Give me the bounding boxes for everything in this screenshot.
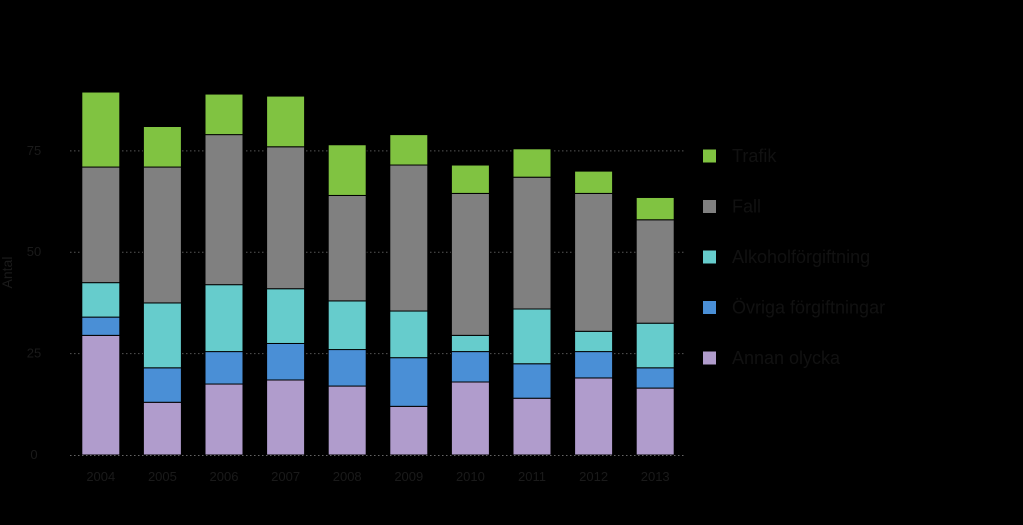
bar-2011-series-3 (512, 176, 552, 310)
bar-2008-series-2 (327, 300, 367, 351)
bar-2004-series-2 (81, 282, 121, 318)
bar-2012-series-1 (574, 351, 614, 379)
bar-2005-series-0 (142, 401, 182, 456)
bar-2011-series-2 (512, 308, 552, 365)
bar-2006-series-3 (204, 134, 244, 286)
bar-2010-series-2 (450, 334, 490, 353)
bar-2005-series-2 (142, 302, 182, 369)
bar-2009-series-4 (389, 134, 429, 166)
bar-2005-series-1 (142, 367, 182, 403)
bar-2012-series-2 (574, 330, 614, 353)
bar-2011-series-1 (512, 363, 552, 399)
legend-label-1: Fall (732, 197, 761, 217)
legend-label-2: Alkoholförgiftning (732, 247, 870, 267)
bar-2013-series-3 (635, 219, 675, 324)
bar-2013-series-1 (635, 367, 675, 389)
x-tick-label-2011: 2011 (518, 469, 546, 484)
y-axis-title: Antal (0, 257, 15, 289)
bar-2008-series-3 (327, 194, 367, 302)
legend: Trafik Fall Alkoholförgiftning Övriga förgi… (703, 146, 885, 368)
x-tick-label-2013: 2013 (641, 469, 670, 484)
legend-swatch-3 (703, 301, 716, 314)
legend-label-4: Annan olycka (732, 348, 841, 368)
bar-2009-series-3 (389, 164, 429, 312)
bar-2012-series-3 (574, 192, 614, 332)
bar-2012-series-0 (574, 377, 614, 456)
legend-swatch-2 (703, 250, 716, 264)
legend-label-0: Trafik (732, 146, 777, 166)
bar-2010-series-1 (450, 351, 490, 383)
bar-2006-series-1 (204, 351, 244, 385)
bar-2009-series-0 (389, 405, 429, 456)
x-tick-label-2012: 2012 (579, 469, 608, 484)
bar-2013-series-4 (635, 196, 675, 221)
bar-2005-series-4 (142, 126, 182, 168)
bar-2004-series-1 (81, 316, 121, 336)
bar-2008-series-0 (327, 385, 367, 456)
y-tick-label-50: 50 (27, 244, 41, 259)
bar-2004-series-0 (81, 334, 121, 456)
bar-2007-series-0 (266, 379, 306, 456)
bar-2010-series-3 (450, 192, 490, 336)
bar-2008-series-1 (327, 349, 367, 387)
bar-2007-series-1 (266, 342, 306, 381)
x-tick-label-2009: 2009 (394, 469, 423, 484)
bar-2010-series-4 (450, 164, 490, 194)
bar-2006-series-0 (204, 383, 244, 456)
bar-2011-series-4 (512, 148, 552, 178)
bar-2010-series-0 (450, 381, 490, 456)
bar-2013-series-0 (635, 387, 675, 456)
x-tick-label-2005: 2005 (148, 469, 177, 484)
y-tick-label-25: 25 (27, 346, 41, 361)
bar-2009-series-2 (389, 310, 429, 359)
bar-2007-series-4 (266, 95, 306, 148)
bar-2005-series-3 (142, 166, 182, 304)
x-tick-label-2008: 2008 (333, 469, 362, 484)
axes: 0 25 50 75 Antal 2004 2005 2006 2007 2008 2009 2010… (0, 143, 686, 484)
bar-2013-series-2 (635, 322, 675, 369)
bar-2006-series-2 (204, 284, 244, 353)
legend-swatch-4 (703, 351, 716, 365)
bar-2006-series-4 (204, 93, 244, 136)
bar-2004-series-4 (81, 91, 121, 168)
bar-2011-series-0 (512, 397, 552, 456)
x-tick-label-2007: 2007 (271, 469, 300, 484)
bar-2012-series-4 (574, 170, 614, 194)
bar-2009-series-1 (389, 357, 429, 407)
x-tick-label-2006: 2006 (210, 469, 239, 484)
legend-label-3: Övriga förgiftningar (732, 298, 885, 318)
legend-swatch-0 (703, 149, 716, 163)
x-tick-label-2010: 2010 (456, 469, 485, 484)
y-tick-label-0: 0 (30, 447, 37, 462)
x-tick-label-2004: 2004 (86, 469, 115, 484)
bar-2007-series-3 (266, 146, 306, 290)
legend-swatch-1 (703, 200, 716, 213)
y-tick-label-75: 75 (27, 143, 41, 158)
bar-2008-series-4 (327, 144, 367, 196)
bar-2007-series-2 (266, 288, 306, 344)
bar-2004-series-3 (81, 166, 121, 284)
